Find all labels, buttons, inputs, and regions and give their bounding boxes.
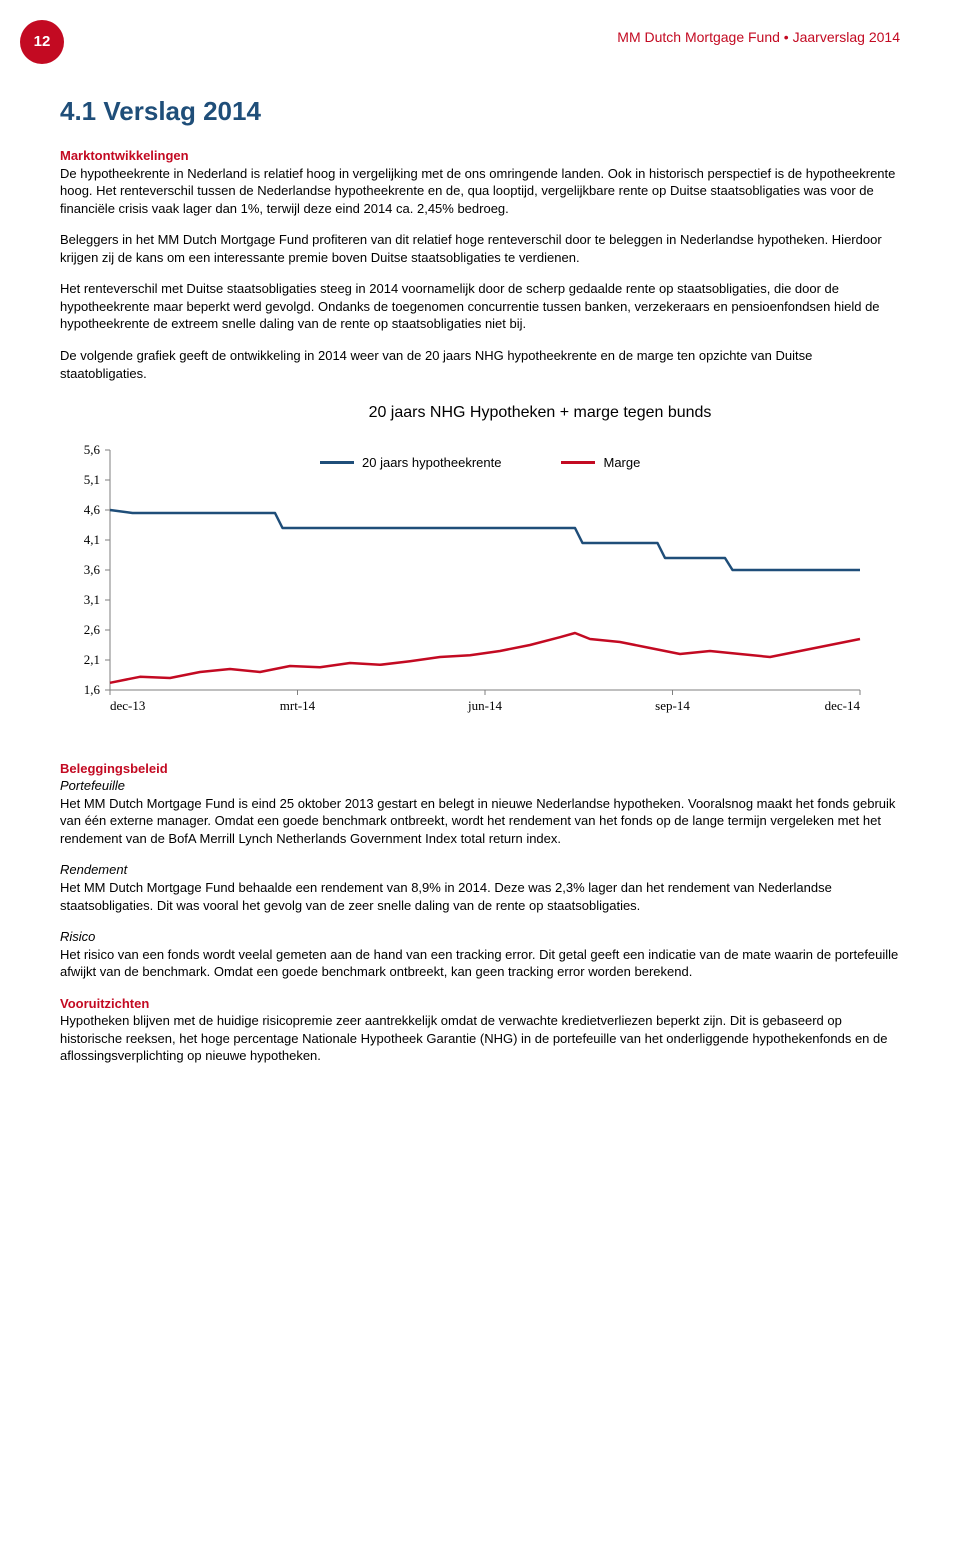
svg-text:4,1: 4,1 bbox=[84, 532, 100, 547]
chart-title: 20 jaars NHG Hypotheken + marge tegen bu… bbox=[180, 402, 900, 424]
chart-legend: 20 jaars hypotheekrente Marge bbox=[320, 454, 640, 472]
svg-text:3,1: 3,1 bbox=[84, 592, 100, 607]
heading-beleggingsbeleid: Beleggingsbeleid bbox=[60, 760, 900, 778]
legend-item-series2: Marge bbox=[561, 454, 640, 472]
svg-text:4,6: 4,6 bbox=[84, 502, 101, 517]
running-title: MM Dutch Mortgage Fund • Jaarverslag 201… bbox=[64, 20, 900, 47]
legend-swatch-icon bbox=[561, 461, 595, 464]
svg-text:dec-13: dec-13 bbox=[110, 698, 145, 713]
legend-label: 20 jaars hypotheekrente bbox=[362, 454, 501, 472]
body-text: Het risico van een fonds wordt veelal ge… bbox=[60, 947, 898, 980]
svg-text:5,6: 5,6 bbox=[84, 442, 101, 457]
body-text: Hypotheken blijven met de huidige risico… bbox=[60, 1013, 887, 1063]
svg-text:5,1: 5,1 bbox=[84, 472, 100, 487]
body-text: De volgende grafiek geeft de ontwikkelin… bbox=[60, 347, 900, 382]
body-text: Het renteverschil met Duitse staatsoblig… bbox=[60, 280, 900, 333]
heading-vooruitzichten: Vooruitzichten bbox=[60, 995, 900, 1013]
svg-text:3,6: 3,6 bbox=[84, 562, 101, 577]
body-text: Beleggers in het MM Dutch Mortgage Fund … bbox=[60, 231, 900, 266]
svg-text:2,1: 2,1 bbox=[84, 652, 100, 667]
svg-text:1,6: 1,6 bbox=[84, 682, 101, 697]
subheading-risico: Risico bbox=[60, 928, 900, 946]
body-text: Het MM Dutch Mortgage Fund is eind 25 ok… bbox=[60, 796, 895, 846]
subheading-rendement: Rendement bbox=[60, 861, 900, 879]
chart-canvas: 5,6 5,1 4,6 4,1 3,6 3,1 2,6 2,1 1,6 dec-13 mrt-14 j… bbox=[60, 440, 880, 720]
subheading-portefeuille: Portefeuille bbox=[60, 777, 900, 795]
legend-item-series1: 20 jaars hypotheekrente bbox=[320, 454, 501, 472]
line-chart: 20 jaars hypotheekrente Marge 5,6 5,1 4,6 4… bbox=[60, 440, 880, 720]
svg-text:dec-14: dec-14 bbox=[825, 698, 861, 713]
svg-text:2,6: 2,6 bbox=[84, 622, 101, 637]
page-number-badge: 12 bbox=[20, 20, 64, 64]
legend-label: Marge bbox=[603, 454, 640, 472]
body-text: Het MM Dutch Mortgage Fund behaalde een … bbox=[60, 880, 832, 913]
svg-text:sep-14: sep-14 bbox=[655, 698, 690, 713]
page-header: 12 MM Dutch Mortgage Fund • Jaarverslag … bbox=[60, 20, 900, 64]
body-text: De hypotheekrente in Nederland is relati… bbox=[60, 166, 895, 216]
svg-text:mrt-14: mrt-14 bbox=[280, 698, 316, 713]
legend-swatch-icon bbox=[320, 461, 354, 464]
heading-marktontwikkelingen: Marktontwikkelingen bbox=[60, 147, 900, 165]
svg-text:jun-14: jun-14 bbox=[467, 698, 502, 713]
document-title: 4.1 Verslag 2014 bbox=[60, 94, 900, 129]
